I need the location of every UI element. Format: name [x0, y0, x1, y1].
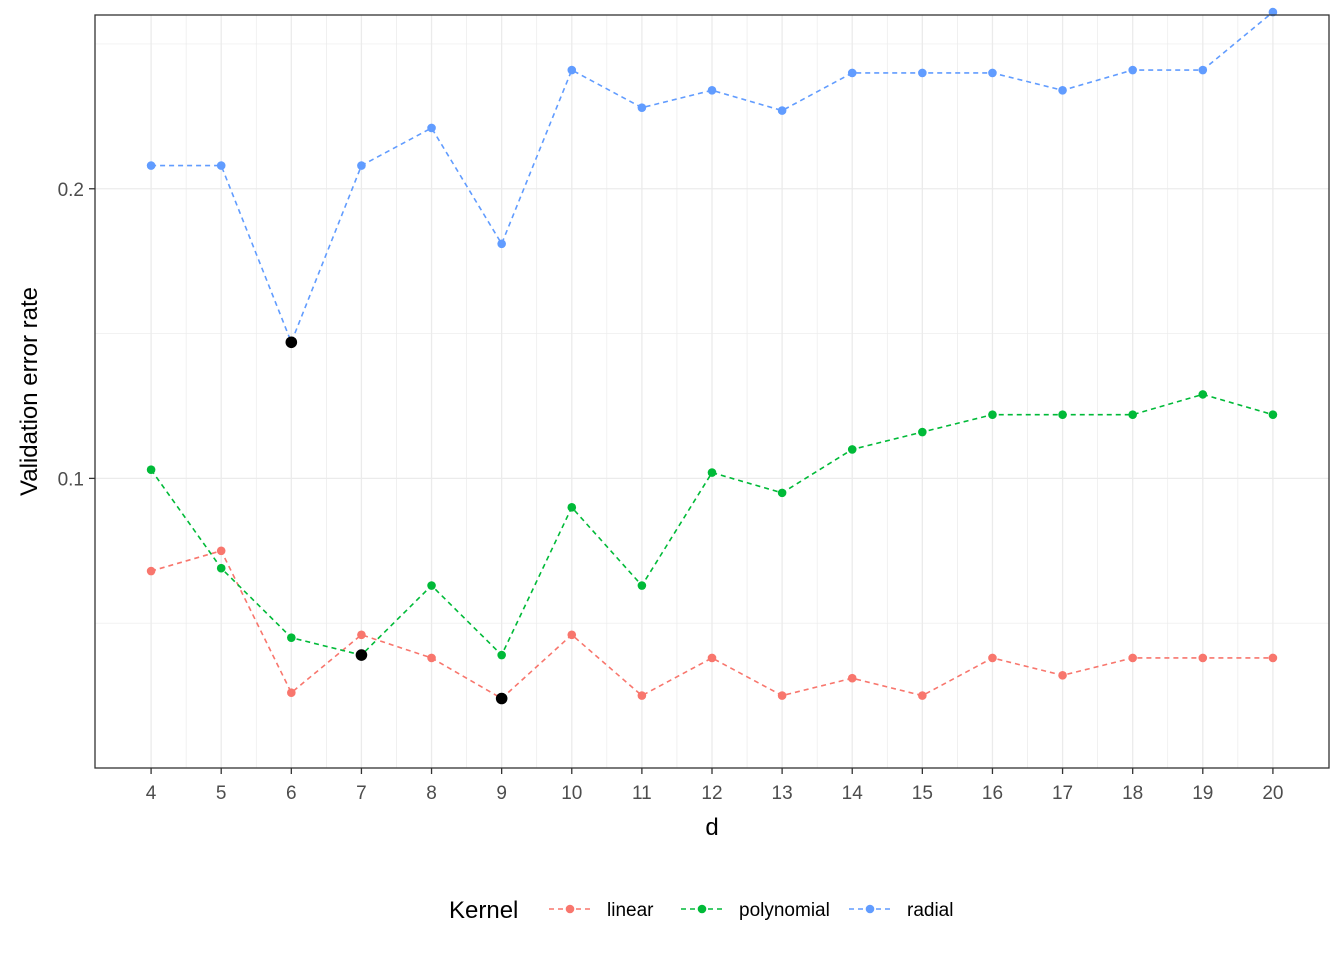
data-point-radial	[1058, 86, 1067, 95]
data-point-linear	[427, 653, 436, 663]
data-point-polynomial	[1058, 410, 1067, 419]
series-radial	[146, 7, 1278, 347]
legend-item-polynomial: polynomial	[681, 900, 830, 921]
x-tick-label: 20	[1262, 783, 1283, 804]
legend-label: radial	[907, 900, 953, 921]
data-point-radial	[637, 103, 647, 112]
data-point-radial	[567, 65, 577, 75]
x-axis-title: d	[705, 814, 718, 841]
x-tick-label: 14	[842, 783, 864, 804]
data-point-radial	[427, 123, 436, 133]
data-point-radial	[216, 161, 226, 170]
data-point-radial	[707, 86, 717, 95]
x-tick-label: 7	[356, 783, 367, 804]
series-linear	[146, 546, 1278, 703]
data-point-linear	[1128, 653, 1137, 663]
data-point-linear	[847, 673, 857, 683]
data-point-radial	[847, 68, 857, 78]
data-point-polynomial	[847, 445, 857, 454]
data-point-linear	[777, 691, 787, 700]
data-point-linear	[357, 630, 366, 640]
data-point-radial	[497, 239, 506, 249]
data-point-radial	[357, 161, 366, 170]
min-point-radial	[285, 336, 298, 349]
x-tick-label: 13	[772, 783, 793, 804]
data-point-linear	[988, 653, 997, 663]
legend-key-point	[565, 904, 575, 914]
data-point-linear	[1268, 653, 1278, 663]
data-point-radial	[918, 68, 927, 78]
data-point-linear	[707, 653, 717, 663]
data-point-radial	[1268, 7, 1278, 17]
legend-label: polynomial	[739, 900, 830, 921]
data-point-polynomial	[497, 650, 506, 660]
x-tick-label: 8	[426, 783, 437, 804]
data-point-polynomial	[146, 465, 156, 474]
data-point-radial	[1128, 65, 1137, 75]
y-tick-label: 0.2	[58, 180, 84, 201]
x-tick-label: 16	[982, 783, 1003, 804]
legend-key-point	[697, 904, 707, 914]
data-point-linear	[637, 691, 647, 700]
series-polynomial	[146, 390, 1278, 660]
data-point-radial	[777, 106, 787, 115]
legend-item-linear: linear	[549, 900, 654, 921]
data-point-linear	[146, 566, 156, 576]
y-axis-title: Validation error rate	[16, 287, 43, 496]
data-point-linear	[918, 691, 927, 700]
data-point-polynomial	[1128, 410, 1137, 419]
legend-key-point	[865, 904, 875, 914]
data-point-polynomial	[637, 581, 647, 590]
x-tick-label: 18	[1122, 783, 1143, 804]
data-point-polynomial	[988, 410, 997, 419]
y-tick-label: 0.1	[58, 469, 84, 490]
x-tick-label: 19	[1192, 783, 1213, 804]
major-gridlines	[95, 15, 1329, 768]
legend-label: linear	[607, 900, 654, 921]
highlight-points	[285, 336, 508, 705]
data-point-polynomial	[1268, 410, 1278, 419]
legend-title: Kernel	[449, 897, 518, 924]
data-point-polynomial	[918, 427, 927, 437]
y-axis-ticks: 0.1 0.2	[58, 180, 95, 490]
data-point-polynomial	[777, 488, 787, 498]
data-point-polynomial	[287, 633, 296, 642]
x-tick-label: 6	[286, 783, 297, 804]
data-point-polynomial	[216, 563, 226, 573]
min-point-polynomial	[355, 649, 368, 661]
min-point-linear	[495, 692, 508, 705]
data-point-linear	[1058, 671, 1067, 680]
data-point-polynomial	[1198, 390, 1208, 399]
x-tick-label: 9	[496, 783, 507, 804]
legend: Kernel linear polynomial radial	[449, 897, 953, 924]
legend-item-radial: radial	[849, 900, 953, 921]
x-tick-label: 4	[146, 783, 157, 804]
x-axis-ticks: 4 5 6 7 8 9 10 11 12 13 14 15 16 17 18 19 20	[146, 768, 1283, 804]
x-tick-label: 15	[912, 783, 933, 804]
x-tick-label: 11	[632, 783, 652, 804]
data-point-polynomial	[707, 468, 717, 477]
data-point-radial	[146, 161, 156, 170]
data-point-polynomial	[567, 503, 577, 512]
x-tick-label: 5	[216, 783, 227, 804]
x-tick-label: 12	[701, 783, 722, 804]
data-point-linear	[287, 688, 296, 697]
x-tick-label: 17	[1052, 783, 1073, 804]
series-line-linear	[150, 549, 1273, 700]
x-tick-label: 10	[561, 783, 582, 804]
data-point-polynomial	[427, 581, 436, 590]
data-point-linear	[567, 630, 577, 640]
data-point-radial	[1198, 65, 1208, 75]
data-point-linear	[216, 546, 226, 556]
data-point-linear	[1198, 653, 1208, 663]
series-layer	[146, 7, 1278, 703]
data-point-radial	[988, 68, 997, 78]
